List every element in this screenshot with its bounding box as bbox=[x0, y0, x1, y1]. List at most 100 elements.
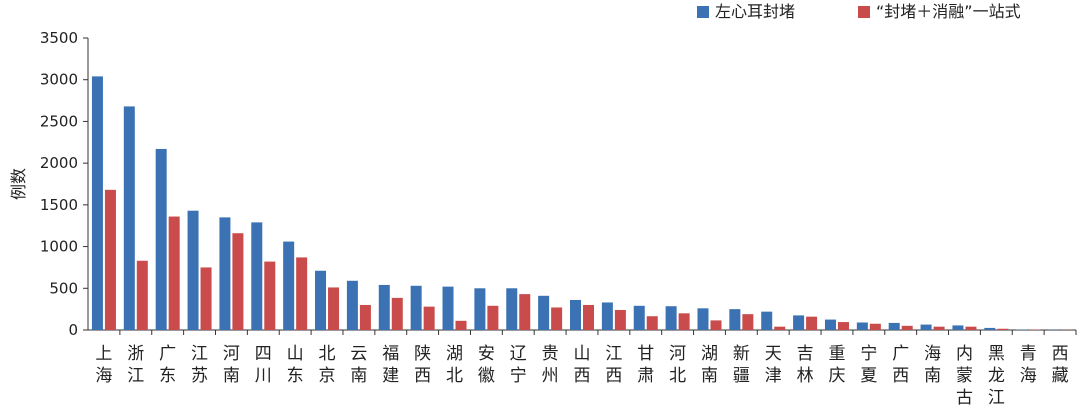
x-tick-label: 内蒙古 bbox=[956, 344, 973, 408]
y-tick-label: 2500 bbox=[40, 112, 78, 130]
x-tick-label: 新疆 bbox=[733, 344, 750, 386]
bar-lao-closure bbox=[665, 306, 677, 330]
bar-lao-closure bbox=[570, 299, 581, 330]
y-tick-label: 1500 bbox=[40, 196, 78, 214]
bar-lao-closure bbox=[315, 270, 327, 330]
x-tick-label: 重庆 bbox=[828, 344, 845, 386]
x-tick-label: 浙江 bbox=[127, 344, 144, 386]
bar-one-stop bbox=[519, 294, 531, 330]
bar-lao-closure bbox=[952, 325, 964, 330]
bar-lao-closure bbox=[920, 324, 932, 330]
bar-lao-closure bbox=[474, 288, 486, 330]
bar-lao-closure bbox=[729, 309, 741, 330]
y-tick-label: 500 bbox=[49, 279, 78, 297]
x-tick-label: 江西 bbox=[605, 344, 622, 386]
bar-one-stop bbox=[678, 313, 690, 330]
bar-one-stop bbox=[168, 216, 180, 330]
bar-lao-closure bbox=[506, 288, 518, 330]
bar-one-stop bbox=[646, 316, 658, 330]
bar-one-stop bbox=[104, 189, 116, 330]
bar-one-stop bbox=[391, 297, 403, 330]
x-tick-label: 陕西 bbox=[414, 344, 431, 386]
bar-lao-closure bbox=[793, 315, 805, 330]
bar-lao-closure bbox=[91, 76, 103, 331]
y-tick-label: 1000 bbox=[40, 238, 78, 256]
bar-one-stop bbox=[806, 316, 818, 330]
x-tick-label: 福建 bbox=[382, 344, 399, 386]
bar-one-stop bbox=[710, 320, 722, 330]
y-axis-label: 例数 bbox=[9, 168, 28, 200]
x-tick-label: 湖北 bbox=[446, 344, 463, 386]
bar-lao-closure bbox=[378, 284, 390, 330]
bar-one-stop bbox=[200, 267, 212, 330]
bar-one-stop bbox=[869, 323, 881, 330]
bar-one-stop bbox=[614, 309, 626, 330]
bar-one-stop bbox=[359, 304, 371, 330]
x-tick-label: 海南 bbox=[924, 344, 941, 386]
x-tick-label: 天津 bbox=[765, 344, 782, 386]
bar-one-stop bbox=[487, 305, 499, 330]
legend-one-stop-label: “封堵＋消融”一站式 bbox=[876, 2, 1021, 21]
bar-lao-closure bbox=[155, 148, 167, 330]
x-tick-label: 吉林 bbox=[797, 344, 814, 386]
bar-one-stop bbox=[136, 260, 148, 330]
y-tick-label: 0 bbox=[68, 321, 78, 339]
x-tick-label: 西藏 bbox=[1052, 344, 1069, 386]
bar-one-stop bbox=[965, 326, 977, 330]
x-tick-label: 青海 bbox=[1020, 344, 1037, 386]
x-tick-label: 湖南 bbox=[701, 344, 718, 386]
bar-lao-closure bbox=[633, 305, 645, 330]
legend-lao-closure-swatch bbox=[697, 6, 709, 18]
x-tick-label: 河南 bbox=[223, 344, 240, 386]
bar-lao-closure bbox=[410, 285, 422, 330]
x-tick-label: 黑龙江 bbox=[988, 344, 1005, 408]
x-tick-label: 四川 bbox=[255, 344, 272, 386]
bar-one-stop bbox=[742, 314, 754, 330]
bar-one-stop bbox=[264, 261, 276, 330]
bar-lao-closure bbox=[984, 327, 996, 330]
x-tick-label: 辽宁 bbox=[510, 344, 527, 386]
bar-one-stop bbox=[455, 320, 467, 330]
bar-one-stop bbox=[837, 322, 849, 330]
x-tick-label: 河北 bbox=[669, 344, 686, 386]
bar-lao-closure bbox=[346, 280, 358, 330]
x-tick-label: 上海 bbox=[95, 344, 112, 386]
bar-lao-closure bbox=[824, 319, 836, 330]
x-tick-label: 山东 bbox=[287, 344, 304, 386]
legend-lao-closure-label: 左心耳封堵 bbox=[715, 2, 795, 21]
bar-lao-closure bbox=[442, 286, 454, 330]
legend-one-stop-swatch bbox=[858, 6, 870, 18]
x-tick-label: 山西 bbox=[574, 344, 591, 386]
bar-one-stop bbox=[232, 233, 244, 330]
bar-lao-closure bbox=[697, 308, 709, 330]
x-tick-label: 安徽 bbox=[478, 344, 495, 386]
x-tick-label: 广西 bbox=[892, 344, 909, 386]
y-tick-label: 3500 bbox=[40, 29, 78, 47]
bar-one-stop bbox=[997, 328, 1009, 330]
bar-lao-closure bbox=[283, 241, 295, 330]
bar-lao-closure bbox=[123, 106, 135, 330]
bar-one-stop bbox=[296, 257, 308, 330]
bar-one-stop bbox=[583, 304, 594, 330]
x-tick-label: 北京 bbox=[319, 344, 336, 386]
bar-one-stop bbox=[551, 307, 563, 330]
bar-lao-closure bbox=[538, 295, 550, 330]
bar-lao-closure bbox=[187, 210, 199, 330]
y-tick-label: 2000 bbox=[40, 154, 78, 172]
y-tick-label: 3000 bbox=[40, 71, 78, 89]
bar-one-stop bbox=[774, 326, 786, 330]
bar-one-stop bbox=[901, 325, 913, 330]
x-tick-label: 宁夏 bbox=[860, 344, 877, 386]
bar-one-stop bbox=[328, 287, 340, 330]
x-tick-label: 广东 bbox=[159, 344, 176, 386]
bar-lao-closure bbox=[601, 302, 613, 330]
bar-one-stop bbox=[423, 306, 435, 330]
x-tick-label: 甘肃 bbox=[637, 344, 654, 386]
bar-lao-closure bbox=[888, 322, 900, 330]
x-tick-label: 贵州 bbox=[542, 344, 559, 386]
bar-lao-closure bbox=[761, 311, 773, 330]
bar-lao-closure bbox=[251, 222, 263, 330]
bar-lao-closure bbox=[219, 217, 231, 330]
